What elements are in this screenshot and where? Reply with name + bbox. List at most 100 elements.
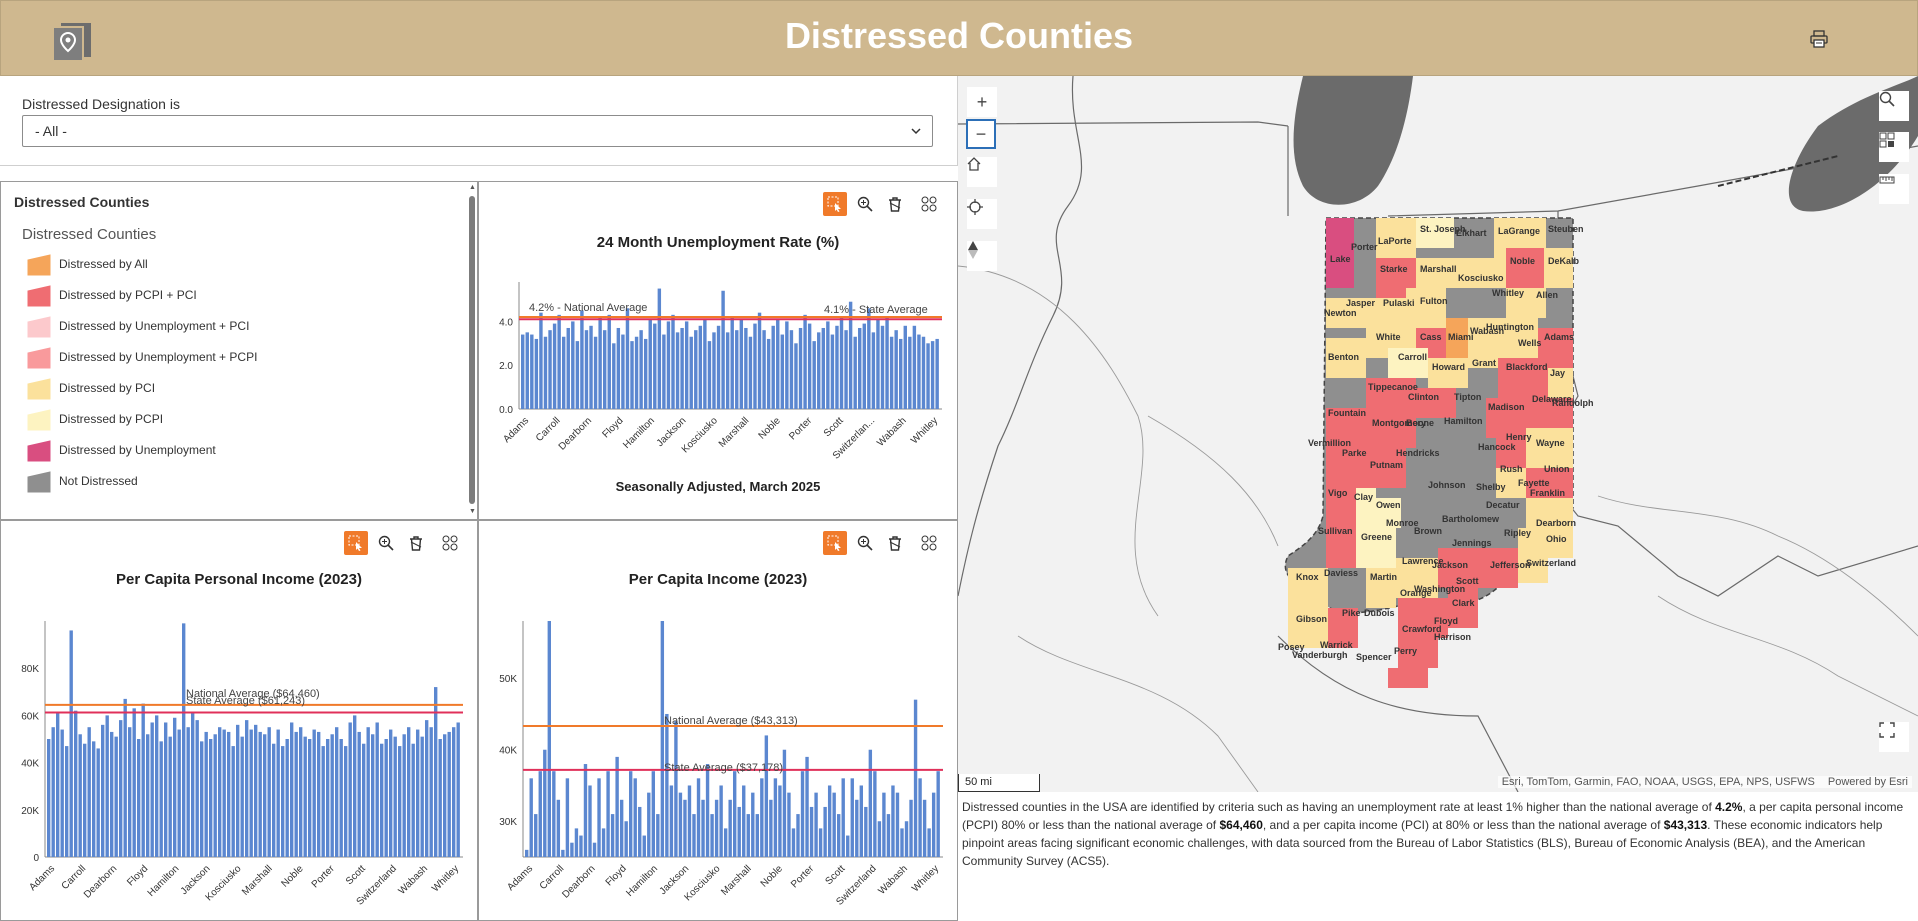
bar[interactable] xyxy=(222,729,226,857)
bar[interactable] xyxy=(601,828,606,857)
bar[interactable] xyxy=(200,741,204,857)
bar[interactable] xyxy=(580,310,584,409)
bar[interactable] xyxy=(656,814,660,857)
bar[interactable] xyxy=(443,734,447,857)
bar[interactable] xyxy=(56,713,60,857)
bar[interactable] xyxy=(846,835,850,857)
bar[interactable] xyxy=(864,806,868,857)
bar[interactable] xyxy=(263,734,267,857)
map-view[interactable]: Lake Porter LaPorte St. Joseph Elkhart LaGran… xyxy=(958,76,1918,792)
bar[interactable] xyxy=(674,721,678,857)
bar[interactable] xyxy=(634,336,639,409)
bar[interactable] xyxy=(132,708,136,857)
bar[interactable] xyxy=(612,343,616,409)
bar[interactable] xyxy=(552,323,557,409)
bar[interactable] xyxy=(796,814,800,857)
bar[interactable] xyxy=(885,317,889,409)
bar[interactable] xyxy=(87,727,91,857)
bar[interactable] xyxy=(791,828,796,857)
bar[interactable] xyxy=(936,771,940,857)
bar[interactable] xyxy=(643,338,648,409)
bar[interactable] xyxy=(868,749,873,857)
bar[interactable] xyxy=(402,734,406,857)
select-by-rectangle-button[interactable] xyxy=(823,531,847,555)
clear-selection-button[interactable] xyxy=(404,531,428,555)
bar[interactable] xyxy=(841,778,845,857)
bar[interactable] xyxy=(96,748,100,857)
bar[interactable] xyxy=(529,778,533,857)
bar[interactable] xyxy=(735,330,739,409)
bar[interactable] xyxy=(123,698,127,857)
bar[interactable] xyxy=(182,623,186,857)
bar[interactable] xyxy=(696,778,701,857)
bar[interactable] xyxy=(51,727,55,857)
bar[interactable] xyxy=(593,336,598,409)
bar[interactable] xyxy=(800,771,805,857)
bar[interactable] xyxy=(195,720,199,857)
bar[interactable] xyxy=(60,729,64,857)
bar[interactable] xyxy=(429,727,433,857)
bar[interactable] xyxy=(848,301,853,409)
bar[interactable] xyxy=(285,739,289,857)
bar[interactable] xyxy=(826,321,830,409)
bar[interactable] xyxy=(886,814,891,857)
bar[interactable] xyxy=(837,814,841,857)
bar[interactable] xyxy=(574,828,579,857)
bar[interactable] xyxy=(588,785,592,857)
bar[interactable] xyxy=(561,336,566,409)
scroll-down-icon[interactable]: ▼ xyxy=(469,508,476,515)
bar[interactable] xyxy=(339,739,343,857)
bar[interactable] xyxy=(666,321,671,409)
bar[interactable] xyxy=(321,746,325,857)
bar[interactable] xyxy=(272,743,276,857)
bar[interactable] xyxy=(638,806,642,857)
bar[interactable] xyxy=(766,338,771,409)
bar[interactable] xyxy=(698,325,703,409)
bar[interactable] xyxy=(877,821,882,857)
bar[interactable] xyxy=(420,736,424,857)
bar[interactable] xyxy=(209,739,213,857)
bar[interactable] xyxy=(204,731,208,857)
bar[interactable] xyxy=(712,332,716,409)
bar[interactable] xyxy=(452,727,456,857)
bar[interactable] xyxy=(616,327,621,409)
bar[interactable] xyxy=(141,703,145,857)
bar[interactable] xyxy=(687,785,692,857)
bar[interactable] xyxy=(330,734,334,857)
bar[interactable] xyxy=(589,325,593,409)
bar[interactable] xyxy=(803,314,807,409)
bar[interactable] xyxy=(844,330,848,409)
bar[interactable] xyxy=(525,332,529,409)
bar[interactable] xyxy=(639,330,643,409)
bar[interactable] xyxy=(778,785,782,857)
bar[interactable] xyxy=(548,330,552,409)
bar[interactable] xyxy=(832,792,836,857)
bar[interactable] xyxy=(764,735,769,857)
measure-button[interactable] xyxy=(1879,174,1909,204)
bar[interactable] xyxy=(168,736,172,857)
zoom-button[interactable] xyxy=(853,192,877,216)
bar[interactable] xyxy=(839,317,844,409)
bar[interactable] xyxy=(739,319,744,409)
bar[interactable] xyxy=(150,722,154,857)
bar[interactable] xyxy=(164,722,168,857)
bar[interactable] xyxy=(889,336,894,409)
bar[interactable] xyxy=(173,717,177,857)
bar[interactable] xyxy=(760,778,764,857)
attribution-text[interactable]: Esri, TomTom, Garmin, FAO, NOAA, USGS, E… xyxy=(1501,776,1815,788)
bar[interactable] xyxy=(721,290,725,409)
bar[interactable] xyxy=(694,330,698,409)
bar[interactable] xyxy=(653,323,657,409)
bar[interactable] xyxy=(814,792,818,857)
scroll-up-icon[interactable]: ▲ xyxy=(469,184,476,191)
bar[interactable] xyxy=(240,736,244,857)
bar[interactable] xyxy=(598,317,602,409)
bar[interactable] xyxy=(114,736,118,857)
bar[interactable] xyxy=(930,341,935,409)
bar[interactable] xyxy=(186,727,190,857)
bar[interactable] xyxy=(787,792,791,857)
bar[interactable] xyxy=(853,336,857,409)
bar[interactable] xyxy=(317,731,321,857)
bar[interactable] xyxy=(552,771,556,857)
compass-button[interactable] xyxy=(967,241,997,271)
